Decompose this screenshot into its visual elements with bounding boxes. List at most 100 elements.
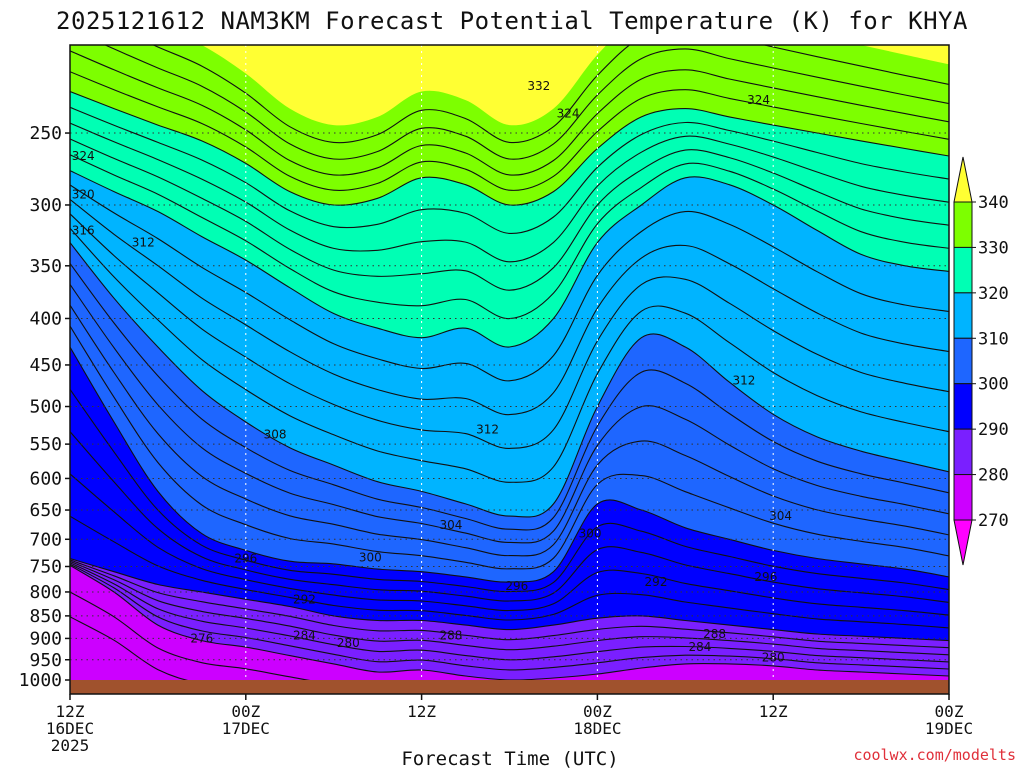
contour-label: 284 xyxy=(293,628,316,642)
y-tick-label: 400 xyxy=(29,308,62,329)
x-tick-label: 18DEC xyxy=(573,719,621,738)
isentrope-310 xyxy=(70,242,949,518)
colorbar-label: 270 xyxy=(978,511,1009,531)
contour-label: 324 xyxy=(747,93,770,107)
colorbar-swatch xyxy=(953,292,973,339)
isentrope-284 xyxy=(70,562,949,663)
colorbar-swatch xyxy=(953,337,973,385)
isentrope-322 xyxy=(70,154,949,320)
x-tick-label: 12Z xyxy=(407,702,436,721)
colorbar-label: 280 xyxy=(978,466,1009,486)
y-tick-label: 1000 xyxy=(19,670,62,691)
colorbar-label: 340 xyxy=(978,193,1009,213)
y-axis: 2503003504004505005506006507007508008509… xyxy=(19,123,70,691)
isentrope-282 xyxy=(70,563,949,671)
contour-label: 292 xyxy=(645,575,668,589)
y-tick-label: 300 xyxy=(29,195,62,216)
isentrope-304 xyxy=(70,304,949,557)
contour-labels: 332 324 324 324 320 316 312 308 312 312 304 304 300 3… xyxy=(72,79,792,665)
isentrope-330 xyxy=(70,90,949,206)
contour-label: 280 xyxy=(337,636,360,650)
contour-label: 316 xyxy=(72,223,95,237)
y-tick-label: 450 xyxy=(29,355,62,376)
colorbar-label: 300 xyxy=(978,375,1009,395)
ground-strip xyxy=(70,680,949,694)
colorbar-label: 310 xyxy=(978,329,1009,349)
isentrope-306 xyxy=(70,284,949,544)
contour-label: 320 xyxy=(72,187,95,201)
contour-label: 296 xyxy=(505,579,528,593)
contour-label: 288 xyxy=(703,627,726,641)
contour-label: 280 xyxy=(762,651,785,665)
contour-label: 324 xyxy=(557,107,580,121)
contour-label: 312 xyxy=(732,373,755,387)
colorbar-label: 290 xyxy=(978,420,1009,440)
y-tick-label: 800 xyxy=(29,582,62,603)
y-tick-label: 650 xyxy=(29,500,62,521)
y-tick-label: 500 xyxy=(29,397,62,418)
x-tick-label: 00Z xyxy=(231,702,260,721)
x-tick-label: 17DEC xyxy=(222,719,270,738)
x-tick-label: 12Z xyxy=(759,702,788,721)
isentrope-292 xyxy=(70,515,949,629)
contour-label: 300 xyxy=(579,527,602,541)
isentrope-334 xyxy=(70,50,949,176)
y-tick-label: 750 xyxy=(29,556,62,577)
contour-label: 296 xyxy=(234,552,257,566)
contour-label: 324 xyxy=(72,149,95,163)
chart-title: 2025121612 NAM3KM Forecast Potential Tem… xyxy=(56,7,968,35)
isentrope-324 xyxy=(70,138,949,291)
contour-label: 308 xyxy=(264,428,287,442)
contour-label: 332 xyxy=(527,79,550,93)
y-tick-label: 350 xyxy=(29,256,62,277)
x-tick-label: 19DEC xyxy=(925,719,973,738)
isentrope-312 xyxy=(70,227,949,483)
x-tick-label: 2025 xyxy=(51,736,90,755)
x-tick-label: 12Z xyxy=(56,702,85,721)
colorbar-swatch xyxy=(953,201,973,248)
isentrope-290 xyxy=(70,557,949,642)
isentrope-318 xyxy=(70,184,949,382)
isentrope-308 xyxy=(70,263,949,531)
grid-lines xyxy=(70,45,949,680)
contour-label: 304 xyxy=(439,518,462,532)
fill-band-300 xyxy=(70,347,949,684)
colorbar-max-arrow xyxy=(953,156,973,203)
x-tick-label: 00Z xyxy=(935,702,964,721)
colorbar-swatch xyxy=(953,246,973,294)
isentrope-316 xyxy=(70,198,949,416)
y-tick-label: 600 xyxy=(29,468,62,489)
isentrope-320 xyxy=(70,170,949,348)
contour-label: 292 xyxy=(293,592,316,606)
y-tick-label: 950 xyxy=(29,650,62,671)
contour-label: 312 xyxy=(476,423,499,437)
isentrope-326 xyxy=(70,122,949,263)
colorbar-swatch xyxy=(953,428,973,476)
x-axis-label: Forecast Time (UTC) xyxy=(401,748,618,768)
isentrope-328 xyxy=(70,106,949,234)
contour-label: 284 xyxy=(688,640,711,654)
x-tick-label: 16DEC xyxy=(46,719,94,738)
contour-label: 300 xyxy=(359,550,382,564)
colorbar-label: 320 xyxy=(978,284,1009,304)
colorbar: 270 280 290 300 310 320 330 340 xyxy=(953,156,1009,566)
isentrope-294 xyxy=(70,473,949,616)
y-tick-label: 250 xyxy=(29,123,62,144)
isentrope-288 xyxy=(70,559,949,649)
isentrope-332 xyxy=(70,71,949,191)
contour-label: 296 xyxy=(754,570,777,584)
isentrope-296 xyxy=(70,431,949,603)
y-tick-label: 700 xyxy=(29,529,62,550)
isentrope-336 xyxy=(103,45,949,160)
credit-text: coolwx.com/modelts xyxy=(853,746,1016,764)
y-tick-label: 850 xyxy=(29,606,62,627)
fill-band-290 xyxy=(70,558,949,684)
x-tick-label: 00Z xyxy=(583,702,612,721)
colorbar-label: 330 xyxy=(978,238,1009,258)
contour-label: 304 xyxy=(769,509,792,523)
isentrope-302 xyxy=(70,325,949,570)
plot-frame xyxy=(69,44,950,695)
y-tick-label: 900 xyxy=(29,628,62,649)
